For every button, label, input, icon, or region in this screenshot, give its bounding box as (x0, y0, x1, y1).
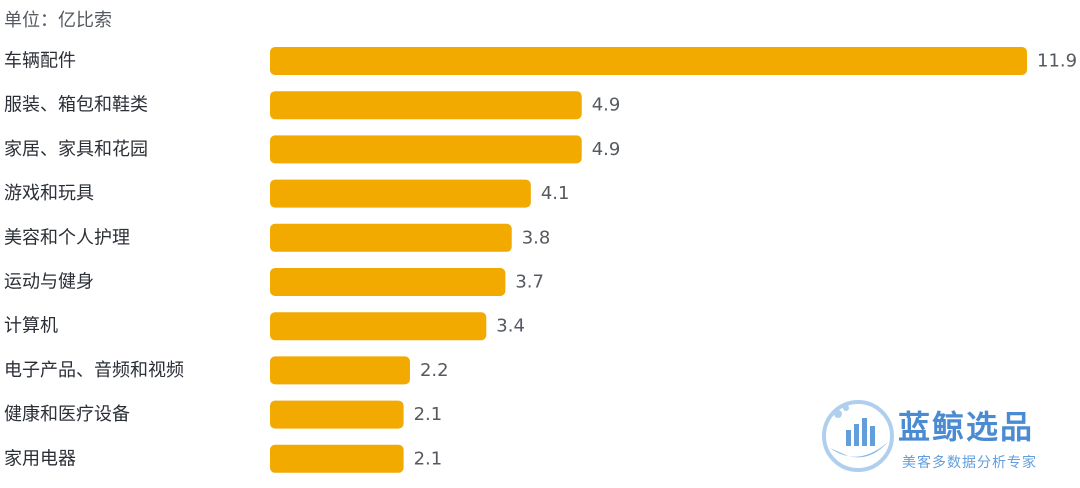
bar (270, 91, 582, 120)
bar (270, 135, 582, 164)
bar (270, 47, 1027, 75)
value-label: 4.9 (592, 95, 621, 116)
value-label: 3.7 (515, 272, 544, 293)
bar (270, 356, 410, 385)
category-label: 计算机 (4, 316, 58, 337)
whale-logo-icon (822, 400, 894, 472)
category-label: 游戏和玩具 (4, 183, 94, 204)
category-label: 家居、家具和花园 (4, 139, 148, 160)
unit-label: 单位：亿比索 (4, 10, 112, 31)
bar (270, 268, 506, 296)
value-label: 4.9 (592, 139, 621, 160)
bar (270, 223, 512, 252)
category-label: 车辆配件 (4, 51, 76, 72)
category-label: 服装、箱包和鞋类 (4, 95, 148, 116)
value-label: 3.8 (522, 227, 551, 248)
category-label: 电子产品、音频和视频 (4, 360, 184, 381)
value-label: 11.9 (1037, 51, 1077, 72)
bar (270, 400, 404, 429)
watermark-title: 蓝鲸选品 (898, 408, 1035, 446)
value-label: 2.2 (420, 360, 449, 381)
bar (270, 179, 531, 208)
value-label: 3.4 (496, 316, 525, 337)
value-label: 4.1 (541, 183, 570, 204)
value-label: 2.1 (414, 404, 443, 425)
value-label: 2.1 (414, 448, 443, 469)
bar (270, 312, 487, 341)
bar (270, 444, 404, 473)
category-label: 运动与健身 (4, 272, 94, 293)
category-label: 美容和个人护理 (4, 227, 130, 248)
category-label: 健康和医疗设备 (4, 404, 130, 425)
category-label: 家用电器 (4, 448, 76, 469)
brand-watermark: 蓝鲸选品 美客多数据分析专家 (818, 396, 1068, 476)
watermark-subtitle: 美客多数据分析专家 (902, 455, 1037, 471)
